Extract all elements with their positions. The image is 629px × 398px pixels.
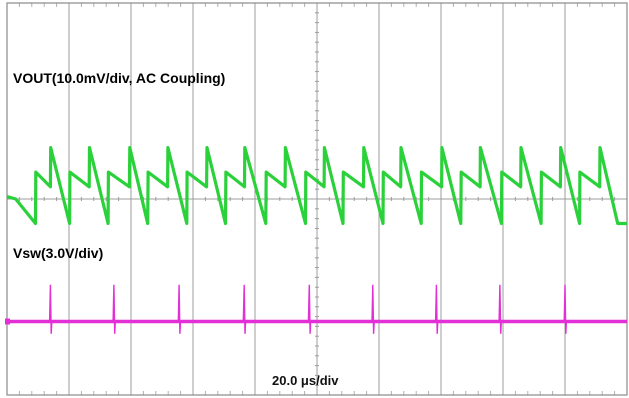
vsw-spike <box>48 284 53 334</box>
vsw-spike <box>434 284 439 334</box>
screen-frame <box>6 2 628 396</box>
vsw-spike <box>242 284 247 334</box>
vsw-ground-marker <box>5 318 10 325</box>
traces <box>5 146 627 334</box>
vsw-spike <box>563 284 568 334</box>
vout-trace <box>6 146 627 226</box>
vsw-spike <box>371 284 375 334</box>
timebase-label: 20.0 μs/div <box>272 373 339 388</box>
vout-channel-label: VOUT(10.0mV/div, AC Coupling) <box>13 70 225 86</box>
vsw-spike <box>498 284 502 334</box>
vsw-spike <box>307 284 312 334</box>
vsw-spike <box>112 284 116 334</box>
vsw-spike <box>177 284 182 334</box>
vsw-channel-label: Vsw(3.0V/div) <box>13 245 103 261</box>
graticule <box>6 2 628 396</box>
